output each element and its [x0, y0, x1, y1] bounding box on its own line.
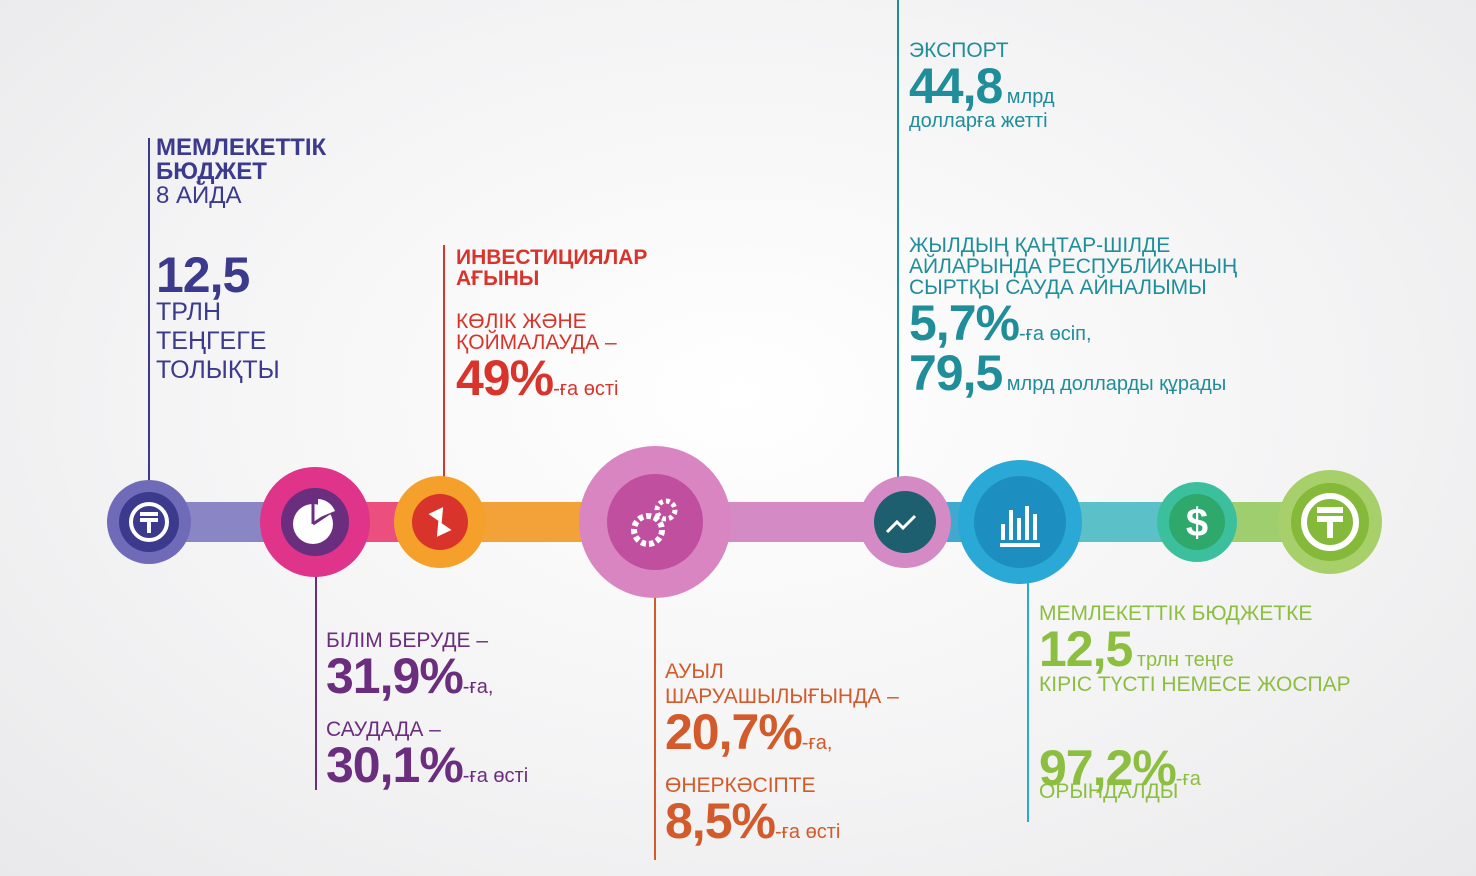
value: 30,1% — [326, 737, 464, 793]
label: БІЛІМ БЕРУДЕ – — [326, 629, 489, 652]
label: ӨНЕРКӘСІПТЕ — [665, 774, 816, 797]
pie-icon — [311, 504, 332, 526]
title: АҒЫНЫ — [456, 267, 540, 290]
label: ШАРУАШЫЛЫҒЫНДА – — [665, 685, 899, 708]
sector: ҚОЙМАЛАУДА – — [456, 331, 617, 354]
title: МЕМЛЕКЕТТІК БЮДЖЕТКЕ — [1039, 602, 1313, 625]
title: СЫРТҚЫ САУДА АЙНАЛЫМЫ — [909, 276, 1207, 299]
value: 49% — [456, 350, 554, 406]
budget-revenue-block: МЕМЛЕКЕТТІК БЮДЖЕТКЕ 12,5 трлн теңге КІР… — [1039, 603, 1351, 802]
tenge-icon — [1317, 507, 1343, 538]
suffix: -ға өсті — [462, 765, 529, 787]
value: 44,8 — [909, 58, 1003, 114]
pie-icon — [318, 499, 335, 518]
label: АУЫЛ — [665, 660, 724, 683]
label: САУДАДА – — [326, 718, 441, 741]
unit: млрд — [1006, 86, 1055, 108]
trade-turnover-block: ЖЫЛДЫҢ ҚАҢТАР-ШІЛДЕ АЙЛАРЫНДА РЕСПУБЛИКА… — [909, 235, 1237, 398]
suffix: -ға — [1175, 768, 1201, 790]
node — [607, 474, 703, 570]
investment-block: ИНВЕСТИЦИЯЛАР АҒЫНЫ КӨЛІК ЖӘНЕ ҚОЙМАЛАУД… — [456, 247, 647, 403]
sector: КӨЛІК ЖӘНЕ — [456, 310, 587, 333]
unit: ТРЛН — [156, 298, 222, 326]
unit: ТЕҢГЕГЕ — [156, 327, 267, 355]
title: ЭКСПОРТ — [909, 39, 1009, 62]
title: ИНВЕСТИЦИЯЛАР — [456, 246, 648, 269]
gear-icon — [631, 513, 665, 547]
dollar-icon: $ — [1186, 501, 1208, 545]
period: 8 АЙДА — [156, 182, 242, 209]
value: 12,5 — [156, 247, 250, 303]
value: 20,7% — [665, 704, 803, 760]
arrows-icon — [428, 507, 452, 537]
agriculture-industry-block: АУЫЛ ШАРУАШЫЛЫҒЫНДА – 20,7%-ға, ӨНЕРКӘСІ… — [665, 661, 899, 846]
suffix: млрд долларды құрады — [1006, 373, 1227, 395]
tenge-icon — [129, 502, 169, 542]
unit: ТОЛЫҚТЫ — [156, 356, 280, 384]
result: ОРЫНДАЛДЫ — [1039, 780, 1179, 803]
export-block: ЭКСПОРТ 44,8 млрд долларға жетті — [909, 40, 1055, 131]
tenge-icon — [1301, 493, 1359, 551]
value: 8,5% — [665, 793, 776, 849]
bars-icon — [1000, 506, 1040, 547]
education-trade-block: БІЛІМ БЕРУДЕ – 31,9%-ға, САУДАДА – 30,1%… — [326, 630, 528, 790]
value: 31,9% — [326, 648, 464, 704]
node — [1169, 494, 1225, 550]
title: БЮДЖЕТ — [156, 158, 267, 185]
title: МЕМЛЕКЕТТІК — [156, 134, 327, 161]
value: 79,5 — [909, 345, 1003, 401]
suffix: -ға, — [462, 676, 494, 698]
gear-icon — [654, 498, 678, 522]
title: АЙЛАРЫНДА РЕСПУБЛИКАНЫҢ — [909, 255, 1238, 278]
leader-lines — [148, 0, 1029, 860]
node — [874, 491, 936, 553]
text: КІРІС ТҮСТІ НЕМЕСЕ ЖОСПАР — [1039, 673, 1351, 696]
trend-icon — [885, 514, 917, 534]
text: долларға жетті — [909, 110, 1048, 132]
value: 97,2% — [1039, 740, 1177, 796]
unit: трлн теңге — [1136, 649, 1234, 671]
title: ЖЫЛДЫҢ ҚАҢТАР-ШІЛДЕ — [909, 234, 1171, 257]
budget-block: МЕМЛЕКЕТТІК БЮДЖЕТ 8 АЙДА 12,5 ТРЛН ТЕҢГ… — [156, 136, 326, 383]
tenge-icon — [140, 512, 158, 533]
nodes — [107, 446, 1382, 598]
suffix: -ға өсті — [553, 378, 619, 400]
suffix: -ға өсіп, — [1018, 323, 1092, 345]
suffix: -ға өсті — [774, 821, 841, 843]
value: 5,7% — [909, 295, 1020, 351]
value: 12,5 — [1039, 621, 1133, 677]
suffix: -ға, — [801, 732, 833, 754]
